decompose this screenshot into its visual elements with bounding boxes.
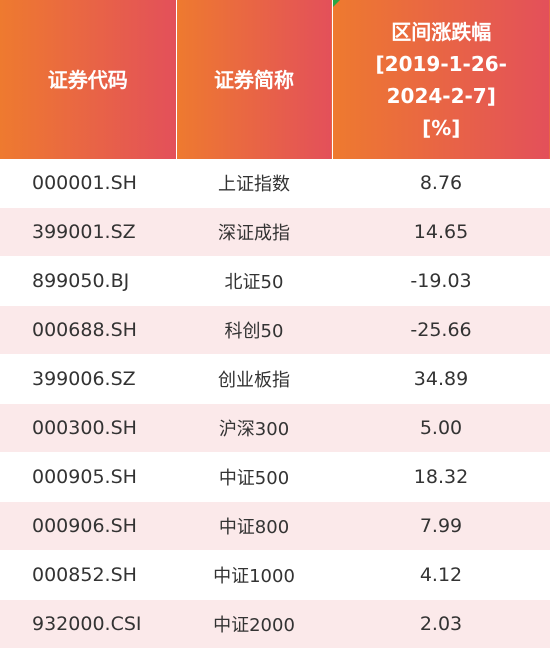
cell-change: -25.66: [332, 305, 550, 355]
table-row: 000300.SH 沪深300 5.00: [0, 403, 550, 453]
cell-name: 创业板指: [176, 354, 332, 404]
table-row: 000852.SH 中证1000 4.12: [0, 550, 550, 600]
cell-code: 899050.BJ: [0, 256, 176, 306]
cell-code: 000906.SH: [0, 501, 176, 551]
cell-change: 2.03: [332, 599, 550, 649]
cell-name: 上证指数: [176, 159, 332, 208]
cell-code: 399006.SZ: [0, 354, 176, 404]
cell-change: 7.99: [332, 501, 550, 551]
cell-change: 8.76: [332, 159, 550, 208]
header-period-change-lines: 区间涨跌幅 [2019-1-26- 2024-2-7] [%]: [333, 16, 550, 144]
cell-code: 000905.SH: [0, 452, 176, 502]
cell-code: 000001.SH: [0, 159, 176, 208]
table-row: 000905.SH 中证500 18.32: [0, 452, 550, 502]
cell-code: 932000.CSI: [0, 599, 176, 649]
header-security-code: 证券代码: [0, 0, 177, 159]
table-header-row: 证券代码 证券简称 区间涨跌幅 [2019-1-26- 2024-2-7] [%…: [0, 0, 550, 159]
header-security-name: 证券简称: [176, 0, 333, 159]
cell-change: 14.65: [332, 207, 550, 257]
cell-code: 000688.SH: [0, 305, 176, 355]
header-change-line-2: [2019-1-26-: [375, 51, 507, 76]
cell-change: 34.89: [332, 354, 550, 404]
cell-code: 399001.SZ: [0, 207, 176, 257]
header-change-line-3: 2024-2-7]: [386, 83, 496, 108]
table-row: 932000.CSI 中证2000 2.03: [0, 599, 550, 649]
header-change-line-4: [%]: [422, 115, 461, 140]
cell-change: 4.12: [332, 550, 550, 600]
header-change-line-1: 区间涨跌幅: [391, 19, 492, 44]
header-period-change: 区间涨跌幅 [2019-1-26- 2024-2-7] [%]: [332, 0, 550, 159]
cell-name: 深证成指: [176, 207, 332, 257]
cell-name: 科创50: [176, 305, 332, 355]
table-row: 000688.SH 科创50 -25.66: [0, 305, 550, 355]
cell-code: 000852.SH: [0, 550, 176, 600]
cell-change: 18.32: [332, 452, 550, 502]
cell-name: 中证800: [176, 501, 332, 551]
cell-change: 5.00: [332, 403, 550, 453]
cell-name: 北证50: [176, 256, 332, 306]
cell-change: -19.03: [332, 256, 550, 306]
cell-name: 中证500: [176, 452, 332, 502]
table-row: 899050.BJ 北证50 -19.03: [0, 256, 550, 306]
table-row: 000906.SH 中证800 7.99: [0, 501, 550, 551]
table-row: 000001.SH 上证指数 8.76: [0, 159, 550, 208]
table-row: 399006.SZ 创业板指 34.89: [0, 354, 550, 404]
cell-name: 中证1000: [176, 550, 332, 600]
cell-code: 000300.SH: [0, 403, 176, 453]
corner-marker-icon: [332, 0, 340, 7]
table-row: 399001.SZ 深证成指 14.65: [0, 207, 550, 257]
cell-name: 沪深300: [176, 403, 332, 453]
cell-name: 中证2000: [176, 599, 332, 649]
